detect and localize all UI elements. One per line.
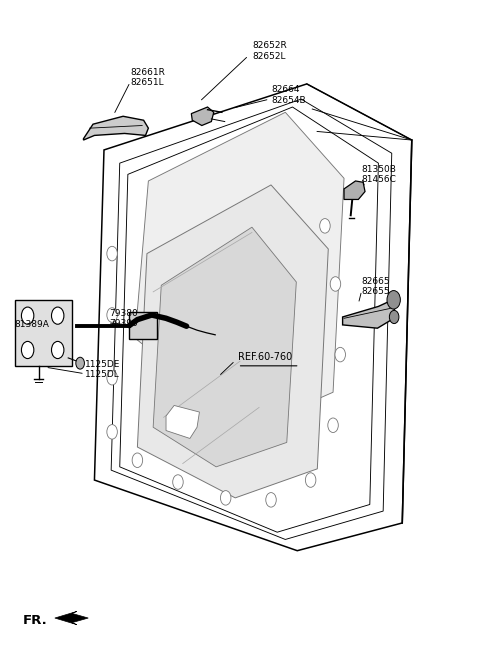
Polygon shape bbox=[55, 611, 88, 625]
Text: 82664
82654B: 82664 82654B bbox=[271, 86, 306, 105]
Circle shape bbox=[107, 308, 117, 322]
Circle shape bbox=[22, 307, 34, 324]
Polygon shape bbox=[135, 112, 344, 429]
Text: REF.60-760: REF.60-760 bbox=[238, 351, 292, 361]
Polygon shape bbox=[192, 107, 214, 125]
Circle shape bbox=[173, 475, 183, 489]
Circle shape bbox=[220, 491, 231, 505]
Text: 1125DE
1125DL: 1125DE 1125DL bbox=[85, 360, 120, 379]
Circle shape bbox=[305, 473, 316, 487]
Text: 79380
79390: 79380 79390 bbox=[109, 308, 137, 328]
Text: FR.: FR. bbox=[23, 614, 48, 627]
Circle shape bbox=[76, 357, 84, 369]
Circle shape bbox=[387, 290, 400, 309]
Polygon shape bbox=[15, 300, 72, 366]
FancyBboxPatch shape bbox=[129, 312, 157, 339]
Polygon shape bbox=[153, 227, 296, 467]
Text: 82652R
82652L: 82652R 82652L bbox=[252, 41, 287, 60]
Circle shape bbox=[266, 493, 276, 507]
Polygon shape bbox=[84, 116, 148, 140]
Circle shape bbox=[22, 341, 34, 359]
Text: 82661R
82651L: 82661R 82651L bbox=[130, 68, 165, 87]
Circle shape bbox=[132, 453, 143, 467]
Polygon shape bbox=[343, 300, 395, 328]
Circle shape bbox=[107, 424, 117, 439]
Polygon shape bbox=[166, 406, 199, 438]
Circle shape bbox=[335, 347, 346, 362]
Circle shape bbox=[51, 341, 64, 359]
Circle shape bbox=[107, 371, 117, 385]
Circle shape bbox=[389, 310, 399, 324]
Polygon shape bbox=[137, 185, 328, 498]
Text: 81350B
81456C: 81350B 81456C bbox=[362, 164, 396, 184]
Polygon shape bbox=[344, 181, 365, 200]
Text: 81389A: 81389A bbox=[15, 320, 49, 330]
Circle shape bbox=[107, 247, 117, 261]
Circle shape bbox=[328, 418, 338, 432]
Circle shape bbox=[330, 276, 341, 291]
Text: 82665
82655: 82665 82655 bbox=[362, 277, 390, 296]
Circle shape bbox=[320, 219, 330, 233]
Circle shape bbox=[51, 307, 64, 324]
